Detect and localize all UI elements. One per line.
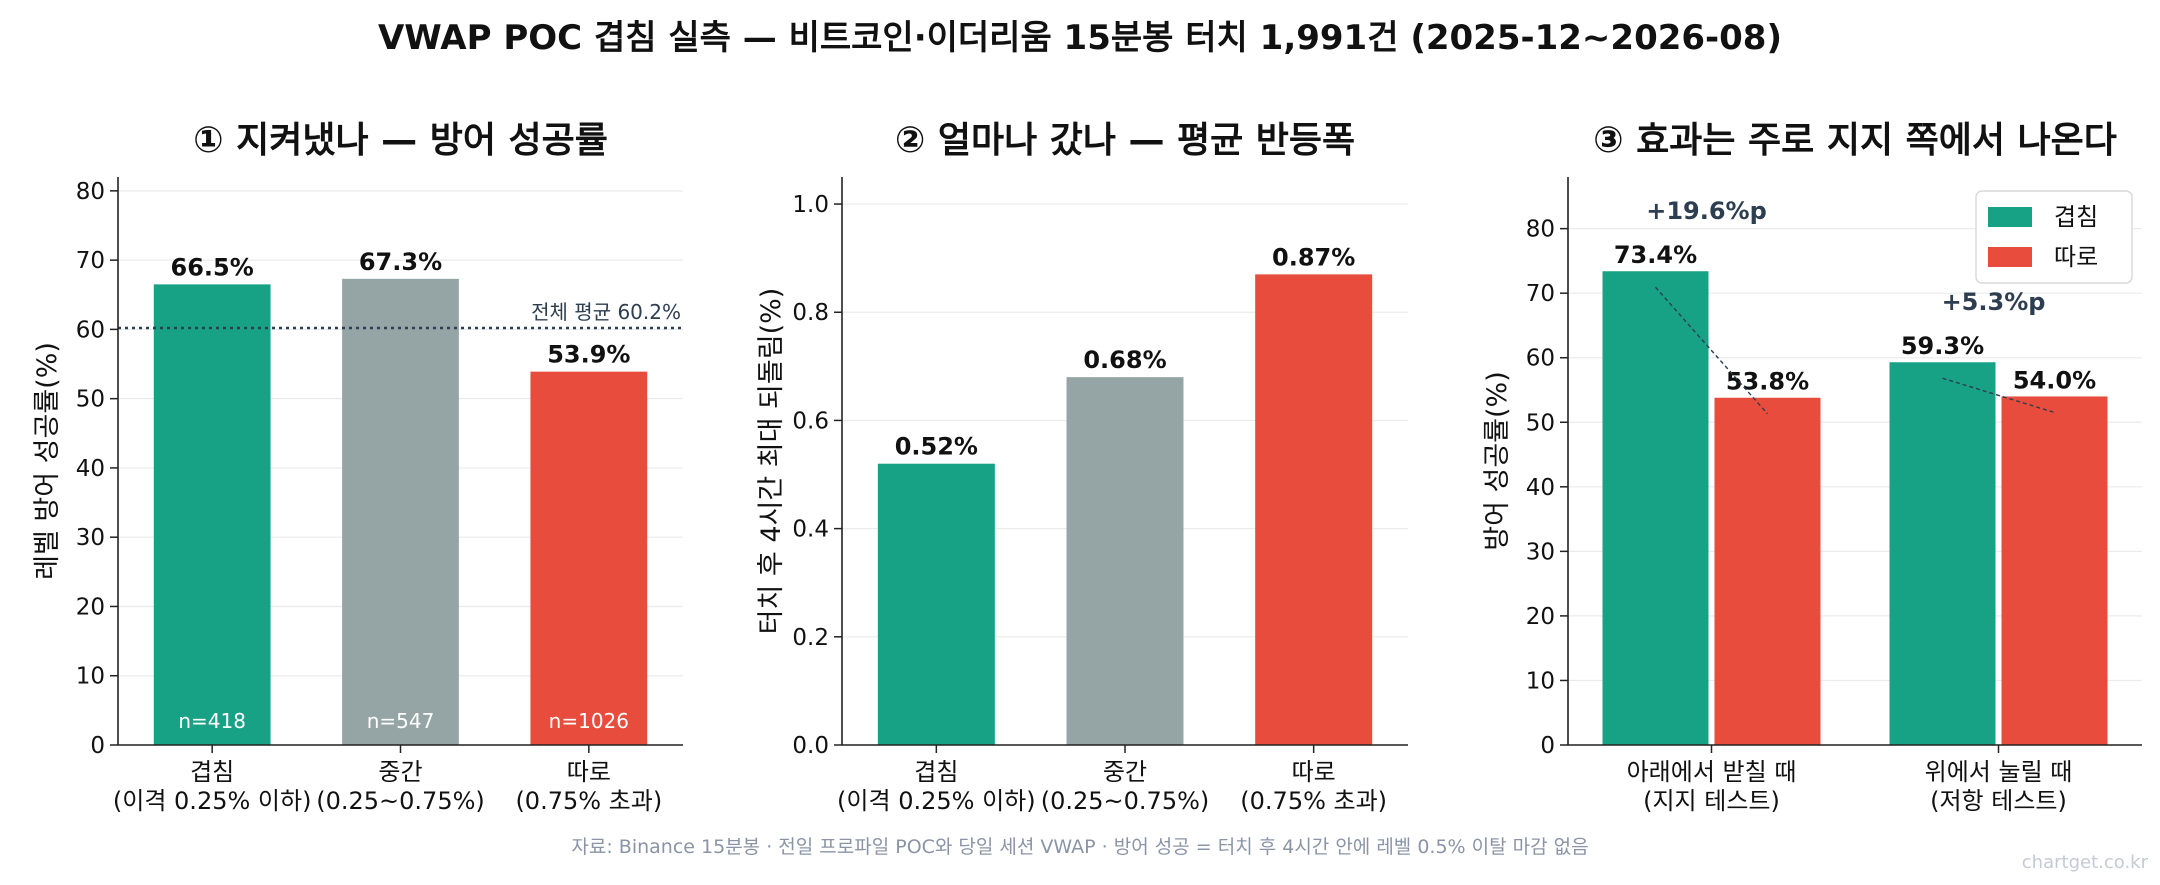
bar <box>1255 274 1373 745</box>
bar-value-label: 0.87% <box>1272 243 1355 271</box>
y-tick-label: 50 <box>76 387 105 413</box>
bar <box>2001 396 2108 745</box>
y-tick-label: 0.0 <box>792 733 829 759</box>
bar-count-label: n=547 <box>367 709 435 733</box>
bar-value-label: 73.4% <box>1614 241 1697 269</box>
y-tick-label: 30 <box>1526 539 1555 565</box>
y-tick-label: 40 <box>76 456 105 482</box>
bar-value-label: 53.9% <box>547 341 630 369</box>
legend-label: 겹침 <box>2054 203 2098 231</box>
legend-label: 따로 <box>2054 243 2098 271</box>
difference-connector <box>1654 286 1769 415</box>
y-tick-label: 0.6 <box>792 408 829 434</box>
y-tick-label: 10 <box>1526 668 1555 694</box>
difference-label: +5.3%p <box>1942 288 2046 316</box>
x-tick-label: 위에서 눌릴 때 (저항 테스트) <box>1925 758 2073 815</box>
difference-label: +19.6%p <box>1646 197 1767 225</box>
y-tick-label: 70 <box>76 248 105 274</box>
legend-swatch <box>1988 207 2032 227</box>
bar-value-label: 67.3% <box>359 248 442 276</box>
bar <box>1602 271 1709 745</box>
bar-value-label: 53.8% <box>1726 368 1809 396</box>
bar-value-label: 54.0% <box>2013 366 2096 394</box>
x-tick-label: 겹침 (이격 0.25% 이하) <box>113 758 312 815</box>
x-tick-label: 겹침 (이격 0.25% 이하) <box>837 758 1036 815</box>
y-tick-label: 0 <box>1540 733 1555 759</box>
y-tick-label: 0.2 <box>792 625 829 651</box>
source-note: 자료: Binance 15분봉 · 전일 프로파일 POC와 당일 세션 VW… <box>571 836 1589 858</box>
y-tick-label: 0.4 <box>792 517 829 543</box>
x-tick-label: 따로 (0.75% 초과) <box>515 758 662 815</box>
difference-connector <box>1942 377 2055 414</box>
panel-title: ① 지켜냈나 — 방어 성공률 <box>193 120 608 161</box>
y-tick-label: 80 <box>1526 217 1555 243</box>
y-axis-label: 터치 후 4시간 최대 되돌림(%) <box>756 288 787 635</box>
watermark: chartget.co.kr <box>2021 852 2148 873</box>
y-axis-label: 방어 성공률(%) <box>1482 371 1513 551</box>
y-tick-label: 30 <box>76 525 105 551</box>
bar <box>1889 362 1996 745</box>
y-tick-label: 20 <box>1526 604 1555 630</box>
bar-count-label: n=418 <box>178 709 246 733</box>
reference-line-label: 전체 평균 60.2% <box>531 300 681 324</box>
y-tick-label: 10 <box>76 664 105 690</box>
x-tick-label: 중간 (0.25~0.75%) <box>316 758 485 815</box>
legend-swatch <box>1988 247 2032 267</box>
figure-title: VWAP POC 겹침 실측 — 비트코인·이더리움 15분봉 터치 1,991… <box>377 18 1783 58</box>
y-tick-label: 0 <box>90 733 105 759</box>
bar <box>1066 377 1184 745</box>
panel-title: ② 얼마나 갔나 — 평균 반등폭 <box>895 120 1355 161</box>
bar <box>153 284 271 745</box>
bar-count-label: n=1026 <box>549 709 629 733</box>
bar-value-label: 0.52% <box>895 433 978 461</box>
bar <box>877 463 995 745</box>
y-tick-label: 20 <box>76 594 105 620</box>
y-tick-label: 70 <box>1526 281 1555 307</box>
x-tick-label: 아래에서 받칠 때 (지지 테스트) <box>1627 758 1797 815</box>
y-tick-label: 40 <box>1526 475 1555 501</box>
y-axis-label: 레벨 방어 성공률(%) <box>32 342 63 580</box>
bar-value-label: 66.5% <box>171 253 254 281</box>
bar <box>530 371 648 745</box>
bar-value-label: 59.3% <box>1901 332 1984 360</box>
y-tick-label: 60 <box>1526 346 1555 372</box>
y-tick-label: 50 <box>1526 410 1555 436</box>
bar <box>1714 397 1821 745</box>
y-tick-label: 1.0 <box>792 192 829 218</box>
bar-value-label: 0.68% <box>1083 346 1166 374</box>
panel-title: ③ 효과는 주로 지지 쪽에서 나온다 <box>1593 120 2117 161</box>
x-tick-label: 중간 (0.25~0.75%) <box>1041 758 1210 815</box>
y-tick-label: 0.8 <box>792 300 829 326</box>
x-tick-label: 따로 (0.75% 초과) <box>1240 758 1387 815</box>
bar <box>342 278 459 745</box>
y-tick-label: 80 <box>76 179 105 205</box>
y-tick-label: 60 <box>76 317 105 343</box>
